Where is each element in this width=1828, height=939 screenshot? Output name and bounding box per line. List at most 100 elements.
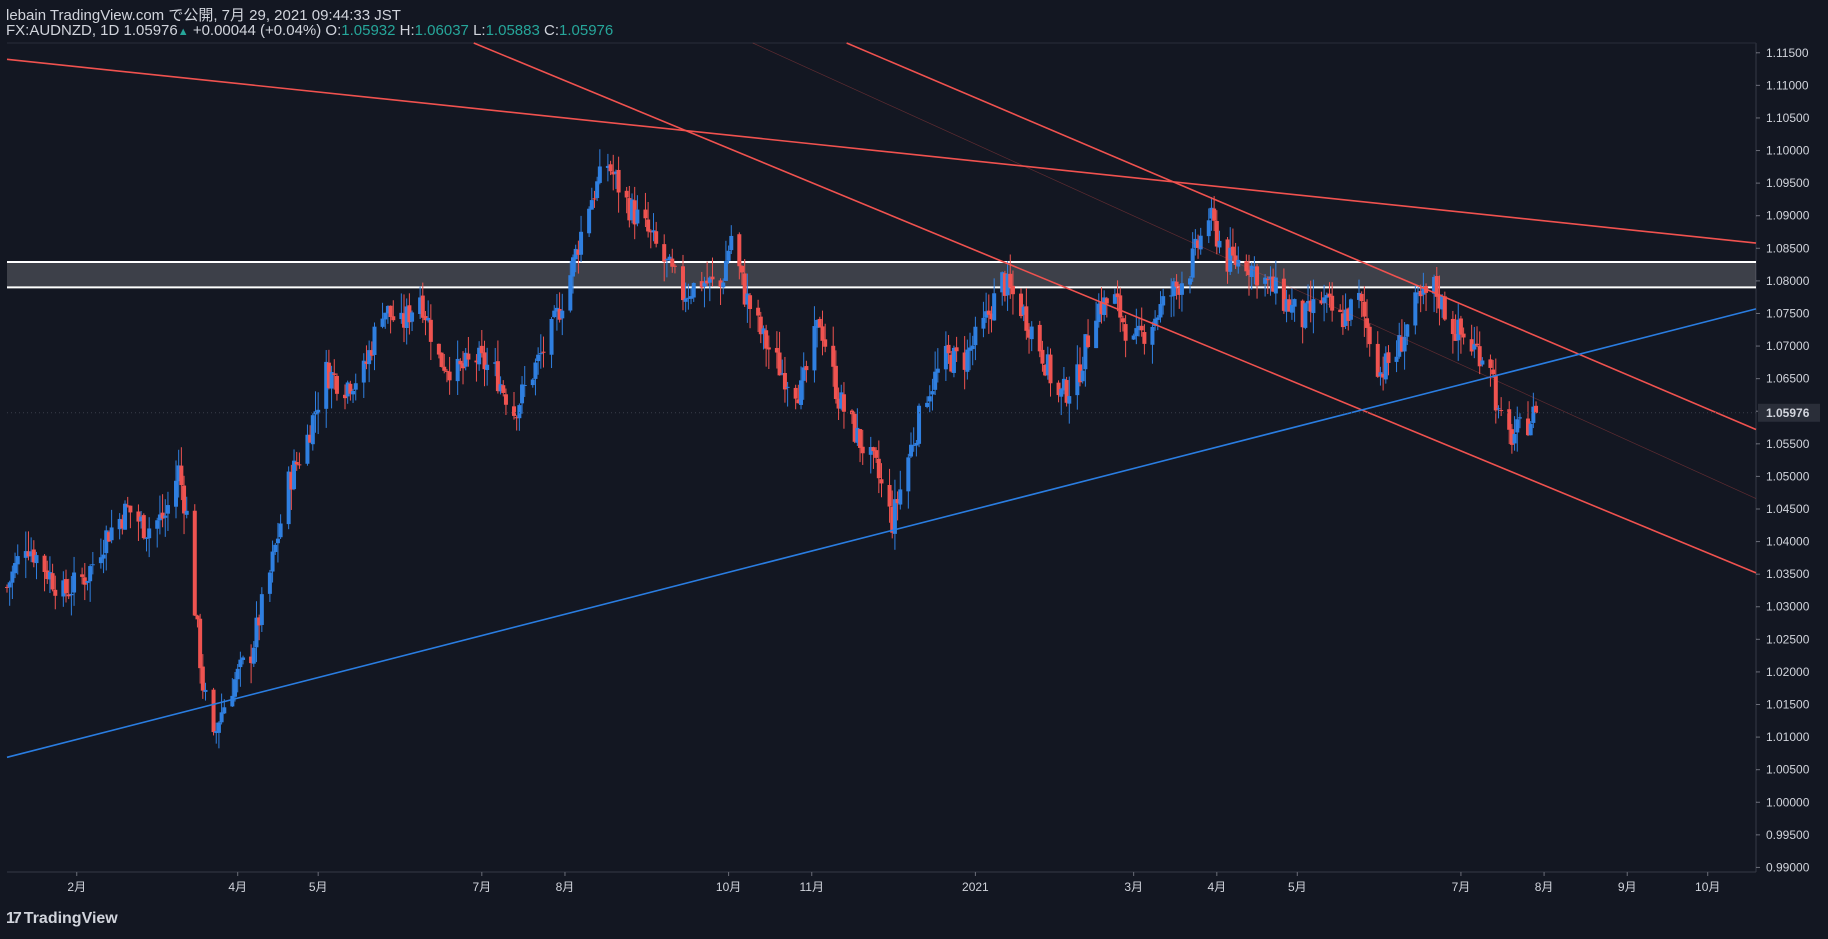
last-price: 1.05976 — [123, 22, 178, 39]
candle-body — [66, 594, 71, 597]
candle-body — [608, 164, 613, 172]
candle-body — [1311, 299, 1316, 314]
candle-body — [560, 310, 565, 319]
candle-body — [1252, 267, 1257, 269]
candle-body — [53, 589, 58, 596]
candle-body — [833, 365, 838, 400]
candle-body — [1375, 343, 1380, 377]
candle-body — [444, 370, 449, 372]
candle-body — [597, 166, 602, 183]
candle-body — [1453, 333, 1458, 341]
candle-body — [259, 594, 264, 625]
resistance-trendline — [846, 42, 1757, 431]
candle-body — [839, 392, 844, 409]
candle-body — [605, 165, 610, 168]
candle-body — [860, 446, 865, 454]
candle-body — [230, 695, 235, 707]
candle-body — [367, 350, 372, 365]
candle-body — [1292, 299, 1297, 307]
candle-body — [439, 352, 444, 367]
candle-body — [329, 372, 334, 389]
candle-body — [50, 573, 55, 590]
candle-body — [1102, 297, 1107, 315]
candle-body — [925, 402, 930, 407]
candle-body — [729, 235, 734, 251]
tradingview-brand[interactable]: 17 TradingView — [6, 910, 118, 928]
x-tick-label: 3月 — [1124, 880, 1143, 894]
candle-body — [1512, 433, 1517, 444]
candle-body — [670, 258, 675, 267]
candle-body — [1263, 277, 1268, 284]
candle-body — [774, 347, 779, 353]
candle-body — [1480, 360, 1485, 365]
candle-body — [766, 347, 771, 350]
y-tick-label: 1.07500 — [1766, 306, 1810, 320]
candle-body — [420, 295, 425, 318]
y-tick-label: 1.00500 — [1766, 763, 1810, 777]
candle-body — [1158, 304, 1163, 318]
candle-body — [1367, 326, 1372, 345]
candle-body — [1402, 336, 1407, 352]
last-price-label: 1.05976 — [1766, 406, 1810, 420]
candle-body — [64, 579, 69, 594]
candle-body — [557, 309, 562, 320]
candle-body — [632, 200, 637, 225]
candle-body — [568, 275, 573, 311]
candle-body — [45, 570, 50, 580]
candle-body — [962, 352, 967, 370]
candle-body — [1418, 290, 1423, 297]
candle-body — [351, 390, 356, 395]
candle-body — [1386, 352, 1391, 363]
candle-body — [812, 326, 817, 371]
candle-body — [1493, 375, 1498, 411]
candle-body — [1346, 308, 1351, 321]
candle-body — [120, 519, 125, 529]
candle-body — [278, 523, 283, 538]
candle-body — [42, 555, 47, 572]
close-value: 1.05976 — [559, 22, 614, 39]
symbol-label[interactable]: FX:AUDNZD, 1D — [6, 22, 120, 39]
candle-body — [836, 398, 841, 409]
candle-body — [852, 413, 857, 442]
candle-body — [241, 657, 246, 660]
candle-body — [898, 489, 903, 505]
candle-body — [1230, 246, 1235, 256]
candle-body — [1499, 410, 1504, 412]
candle-body — [710, 276, 715, 280]
candle-body — [173, 480, 178, 507]
candle-body — [841, 394, 846, 412]
candle-body — [1528, 423, 1533, 436]
candle-body — [463, 352, 468, 367]
candle-body — [858, 429, 863, 448]
candle-body — [879, 479, 884, 484]
candle-body — [887, 484, 892, 507]
candle-body — [1142, 332, 1147, 344]
candle-body — [949, 354, 954, 372]
candle-body — [748, 295, 753, 310]
candle-body — [1289, 304, 1294, 313]
candle-body — [219, 712, 224, 723]
y-tick-label: 1.02500 — [1766, 632, 1810, 646]
candle-body — [1171, 281, 1176, 296]
candle-body — [1005, 274, 1010, 296]
candle-body — [257, 617, 262, 626]
x-tick-label: 5月 — [309, 880, 328, 894]
candle-body — [1209, 207, 1214, 219]
candle-body — [680, 266, 685, 301]
candle-body — [195, 615, 200, 620]
candle-body — [141, 515, 146, 539]
candle-body — [254, 617, 259, 648]
candle-body — [1517, 417, 1522, 419]
candle-body — [1515, 419, 1520, 433]
candle-body — [332, 373, 337, 375]
candle-body — [1043, 364, 1048, 376]
candle-body — [571, 257, 576, 277]
last-price-tag — [1758, 403, 1820, 422]
candle-body — [1217, 240, 1222, 248]
candle-body — [361, 360, 366, 383]
candle-body — [461, 363, 466, 369]
candle-body — [1496, 408, 1501, 410]
candle-body — [820, 326, 825, 341]
candle-body — [1319, 300, 1324, 304]
